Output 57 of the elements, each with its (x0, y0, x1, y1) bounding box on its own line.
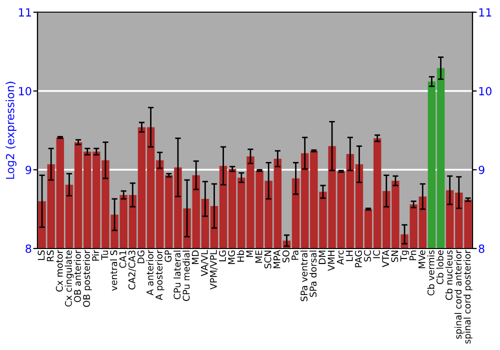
x-tick-label: VMH (328, 250, 335, 271)
y2-tick-label: 11 (479, 8, 492, 16)
x-tick-label: A anterior (146, 250, 154, 296)
x-tick-label: Pa (292, 250, 298, 260)
x-tick-label: VA/VL (201, 250, 209, 276)
x-tick-label: OB anterior (74, 250, 81, 302)
x-tick-label: VTA (382, 250, 389, 268)
x-tick-label: Tg (400, 250, 409, 262)
x-tick-label: Cb nucleus (445, 250, 453, 300)
y-axis-title: Log2 (expression) (6, 82, 16, 179)
x-tick-label: PAG (354, 250, 362, 268)
x-tick-label: M (246, 250, 253, 257)
x-tick-label: Cx cingulate (64, 250, 74, 307)
x-tick-label: CA2/CA3 (128, 250, 136, 290)
x-tick-label: CPu lateral (174, 250, 181, 300)
x-tick-label: MG (228, 250, 236, 264)
x-tick-label: spinal cord posterior (464, 250, 472, 344)
x-tick-label: Hb (236, 250, 244, 262)
x-tick-label: CPu medial (182, 250, 190, 301)
y-tick-label: 11 (19, 8, 31, 16)
x-tick-label: SCN (264, 250, 272, 268)
y2-tick-label: 10 (479, 86, 492, 96)
x-tick-label: Tu (101, 250, 108, 260)
x-tick-label: SN (391, 250, 398, 262)
y-tick-label: 9 (26, 166, 32, 174)
y2-tick-label: 8 (478, 244, 484, 253)
x-tick-label: SC (364, 250, 371, 262)
x-tick-label: SPa ventral (300, 250, 308, 302)
x-tick-label: MPA (274, 250, 280, 268)
x-tick-label: MD (192, 250, 199, 264)
x-tick-label: MVe (418, 250, 426, 268)
x-tick-label: ME (255, 250, 262, 263)
x-tick-label: OB posterior (82, 250, 92, 307)
y-tick-label: 10 (19, 86, 32, 96)
x-tick-label: Arc (336, 250, 344, 265)
x-tick-label: DM (318, 250, 326, 264)
y2-tick-label: 9 (478, 166, 484, 174)
x-tick-label: Cb lobe (436, 250, 444, 284)
x-tick-label: GP (164, 250, 172, 262)
x-tick-label: IC (373, 250, 380, 258)
y-tick-label: 8 (26, 244, 32, 253)
x-tick-label: A posterior (155, 250, 164, 300)
x-tick-label: VPM/VPL (210, 250, 218, 290)
x-tick-label: Cb vermis (427, 250, 434, 296)
x-tick-label: LH (346, 250, 353, 261)
x-tick-label: LG (219, 250, 226, 262)
x-tick-label: Cx motor (56, 250, 63, 292)
x-tick-label: DG (137, 250, 144, 264)
x-tick-label: SO (282, 250, 290, 262)
x-tick-label: spinal cord anterior (454, 250, 464, 339)
x-tick-label: CA1 (119, 250, 126, 268)
x-tick-label: Pn (409, 250, 416, 260)
x-tick-label: LS (38, 250, 45, 260)
x-tick-label: Pir (92, 250, 99, 261)
x-tick-label: RS (46, 250, 54, 262)
x-tick-label: ventral S (110, 250, 118, 291)
x-tick-label: SPa dorsal (309, 250, 317, 297)
